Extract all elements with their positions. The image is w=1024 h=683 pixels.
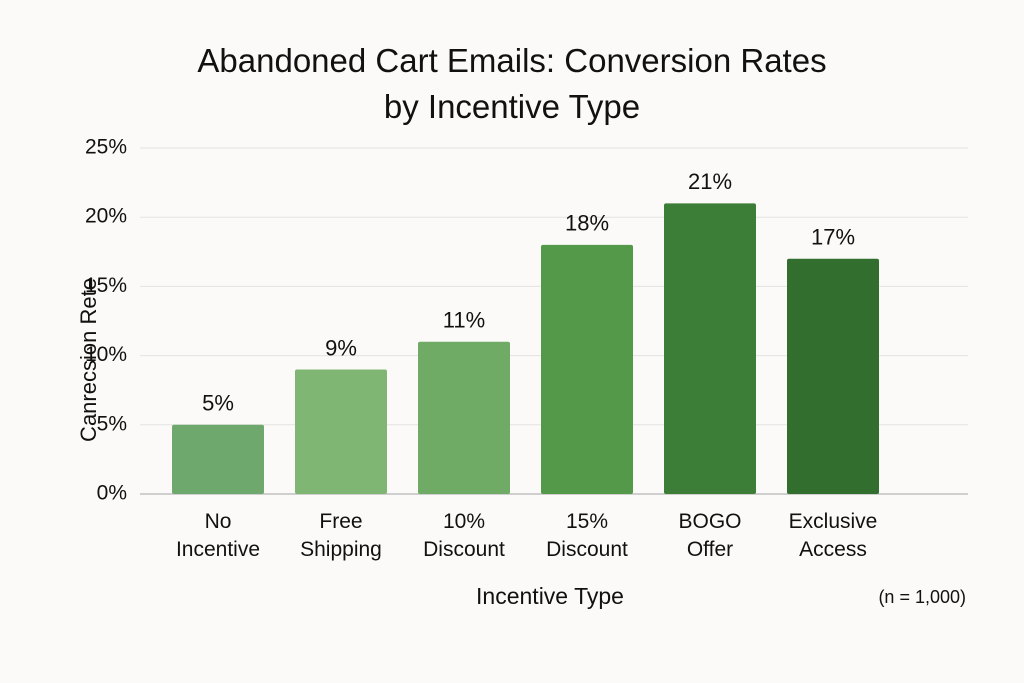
x-tick-label: 15% Discount <box>546 510 628 561</box>
y-tick-label: 15% <box>85 274 127 297</box>
value-label: 5% <box>202 391 234 416</box>
y-tick-label: 10% <box>85 343 127 366</box>
x-tick-label: BOGO Offer <box>678 510 742 561</box>
bar <box>541 244 633 494</box>
value-label: 11% <box>443 308 485 333</box>
bar <box>172 424 264 494</box>
bar <box>295 369 387 494</box>
annotation: (n = 1,000) <box>878 587 966 607</box>
bar <box>664 203 756 495</box>
value-label: 9% <box>325 335 357 360</box>
y-tick-label: 5% <box>97 412 127 435</box>
value-label: 17% <box>811 225 855 250</box>
x-tick-label: No Incentive <box>175 510 261 561</box>
y-tick-label: 25% <box>85 136 127 159</box>
value-label: 21% <box>688 169 732 194</box>
x-tick-label: Free Shipping <box>300 510 382 561</box>
y-tick-label: 0% <box>97 482 127 505</box>
x-axis-label: Incentive Type <box>476 583 624 609</box>
chart-title: Abandoned Cart Emails: Conversion Rates … <box>197 42 827 125</box>
x-tick-label: Exclusive Access <box>788 510 878 561</box>
y-tick-label: 20% <box>85 205 127 228</box>
x-tick-label: 10% Discount <box>423 510 505 561</box>
bar <box>418 341 510 494</box>
value-label: 18% <box>565 211 609 236</box>
bar <box>787 258 879 494</box>
y-axis-label: Canrecsion Rete <box>76 278 101 442</box>
